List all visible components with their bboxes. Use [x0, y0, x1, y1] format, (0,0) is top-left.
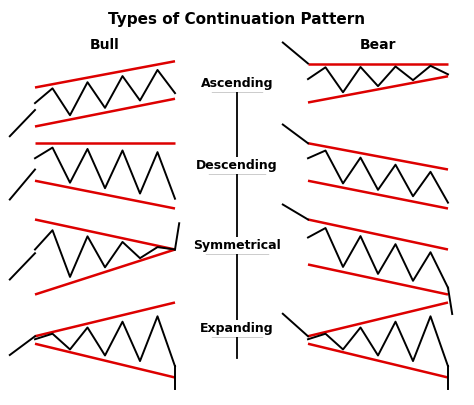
Text: Ascending: Ascending: [201, 77, 273, 90]
Text: Expanding: Expanding: [200, 322, 274, 335]
Text: Descending: Descending: [196, 159, 278, 172]
Text: Bull: Bull: [90, 38, 120, 52]
Text: Types of Continuation Pattern: Types of Continuation Pattern: [109, 12, 365, 27]
Text: Symmetrical: Symmetrical: [193, 239, 281, 252]
Text: Bear: Bear: [360, 38, 396, 52]
